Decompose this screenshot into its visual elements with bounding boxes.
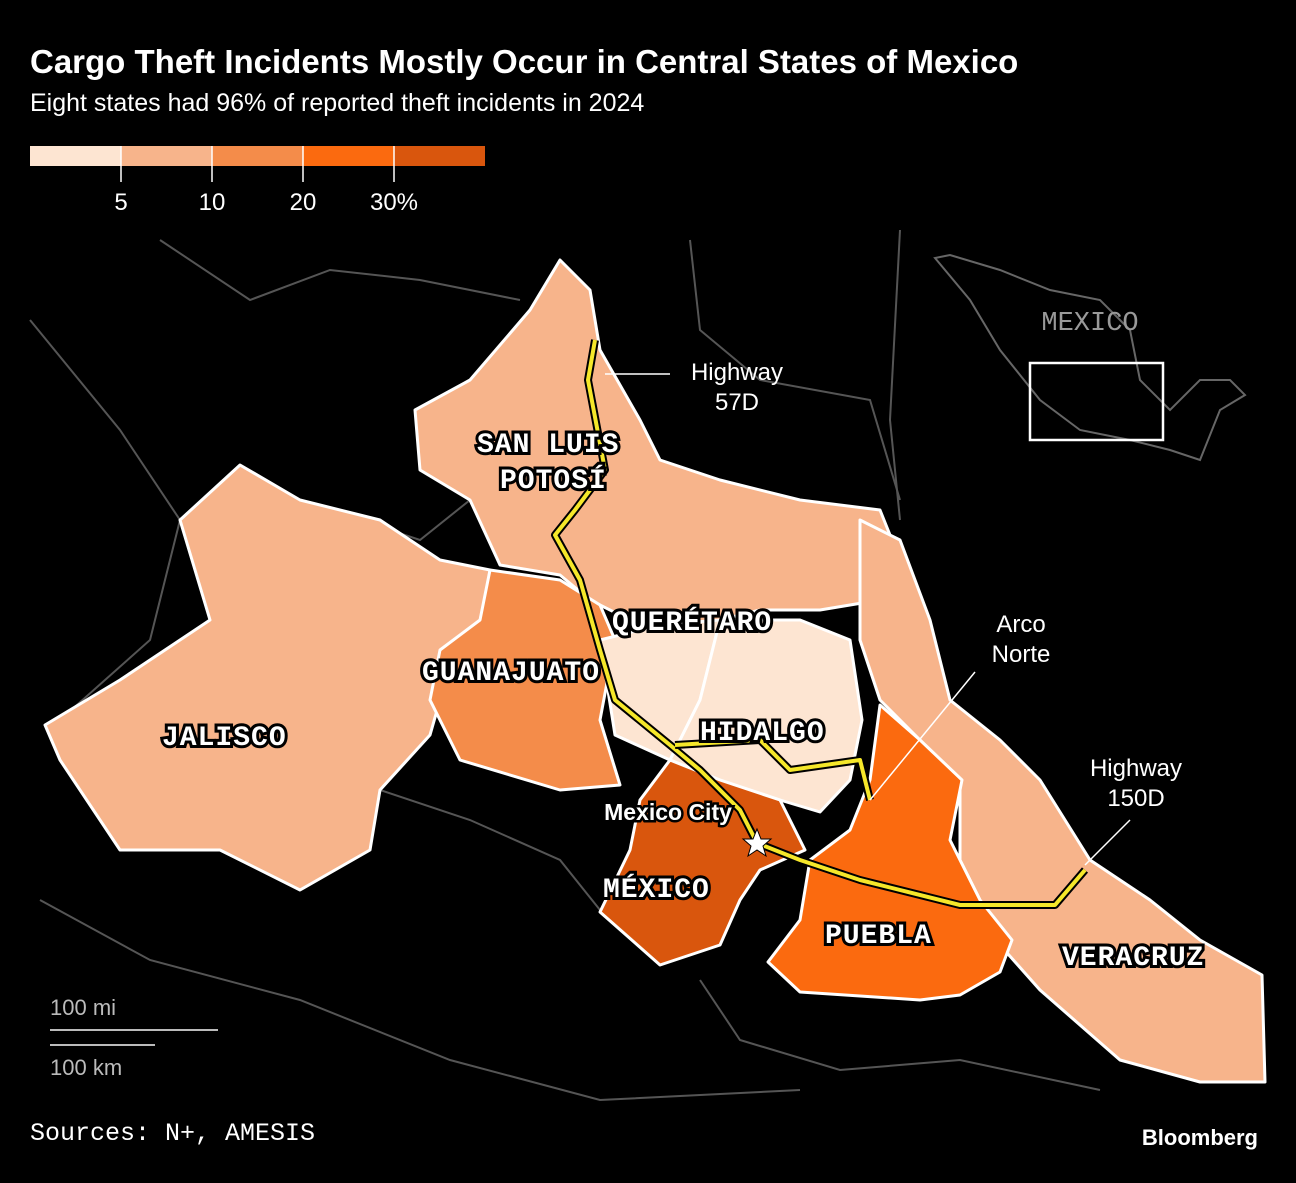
- highways: [551, 339, 1131, 909]
- legend-swatch: [30, 146, 121, 166]
- state-san-luis-potosi: [413, 258, 902, 627]
- state-jalisco: [43, 463, 492, 892]
- subtitle: Eight states had 96% of reported theft i…: [30, 89, 644, 117]
- legend-tick-label: 30%: [370, 189, 418, 216]
- highway-label: Highway: [691, 359, 783, 386]
- labels: JALISCO SAN LUIS POTOSÍ VERACRUZ GUANAJUATO Q…: [159, 359, 1206, 977]
- source: Sources: N+, AMESIS: [30, 1119, 315, 1148]
- scale-bar: 100 mi 100 km: [50, 995, 218, 1080]
- state-puebla: [766, 703, 1014, 1002]
- highway-label: Arco: [996, 611, 1045, 638]
- state-label: HIDALGO: [700, 718, 825, 749]
- legend-swatch: [303, 146, 394, 166]
- inset-label: MEXICO: [1041, 309, 1138, 339]
- title: Cargo Theft Incidents Mostly Occur in Ce…: [30, 43, 1018, 80]
- state-label: PUEBLA: [825, 921, 932, 952]
- legend-swatch: [394, 146, 485, 166]
- state-label: SAN LUIS: [477, 430, 619, 461]
- state-label: JALISCO: [162, 723, 287, 754]
- legend: 5 10 20 30%: [30, 146, 485, 216]
- states: [43, 258, 1267, 1084]
- state-mexico: [598, 758, 807, 967]
- highway-label: 150D: [1107, 785, 1164, 812]
- legend-tick-label: 10: [199, 189, 226, 216]
- scale-km: 100 km: [50, 1055, 122, 1080]
- legend-tick-label: 20: [290, 189, 317, 216]
- legend-tick-label: 5: [114, 189, 127, 216]
- highway-label: Norte: [992, 641, 1051, 668]
- city-label: Mexico City: [604, 799, 732, 825]
- inset: [933, 253, 1247, 462]
- state-label: POTOSÍ: [500, 465, 607, 497]
- state-guanajuato: [428, 568, 622, 792]
- highway-label: 57D: [715, 389, 759, 416]
- brand: Bloomberg: [1142, 1125, 1258, 1150]
- state-label: QUERÉTARO: [612, 607, 772, 639]
- highway-label: Highway: [1090, 755, 1182, 782]
- state-label: GUANAJUATO: [422, 658, 600, 689]
- scale-mi: 100 mi: [50, 995, 116, 1020]
- legend-swatch: [121, 146, 212, 166]
- legend-swatch: [212, 146, 303, 166]
- state-label: MÉXICO: [603, 874, 710, 906]
- city-star: [741, 827, 773, 858]
- state-label: VERACRUZ: [1062, 943, 1204, 974]
